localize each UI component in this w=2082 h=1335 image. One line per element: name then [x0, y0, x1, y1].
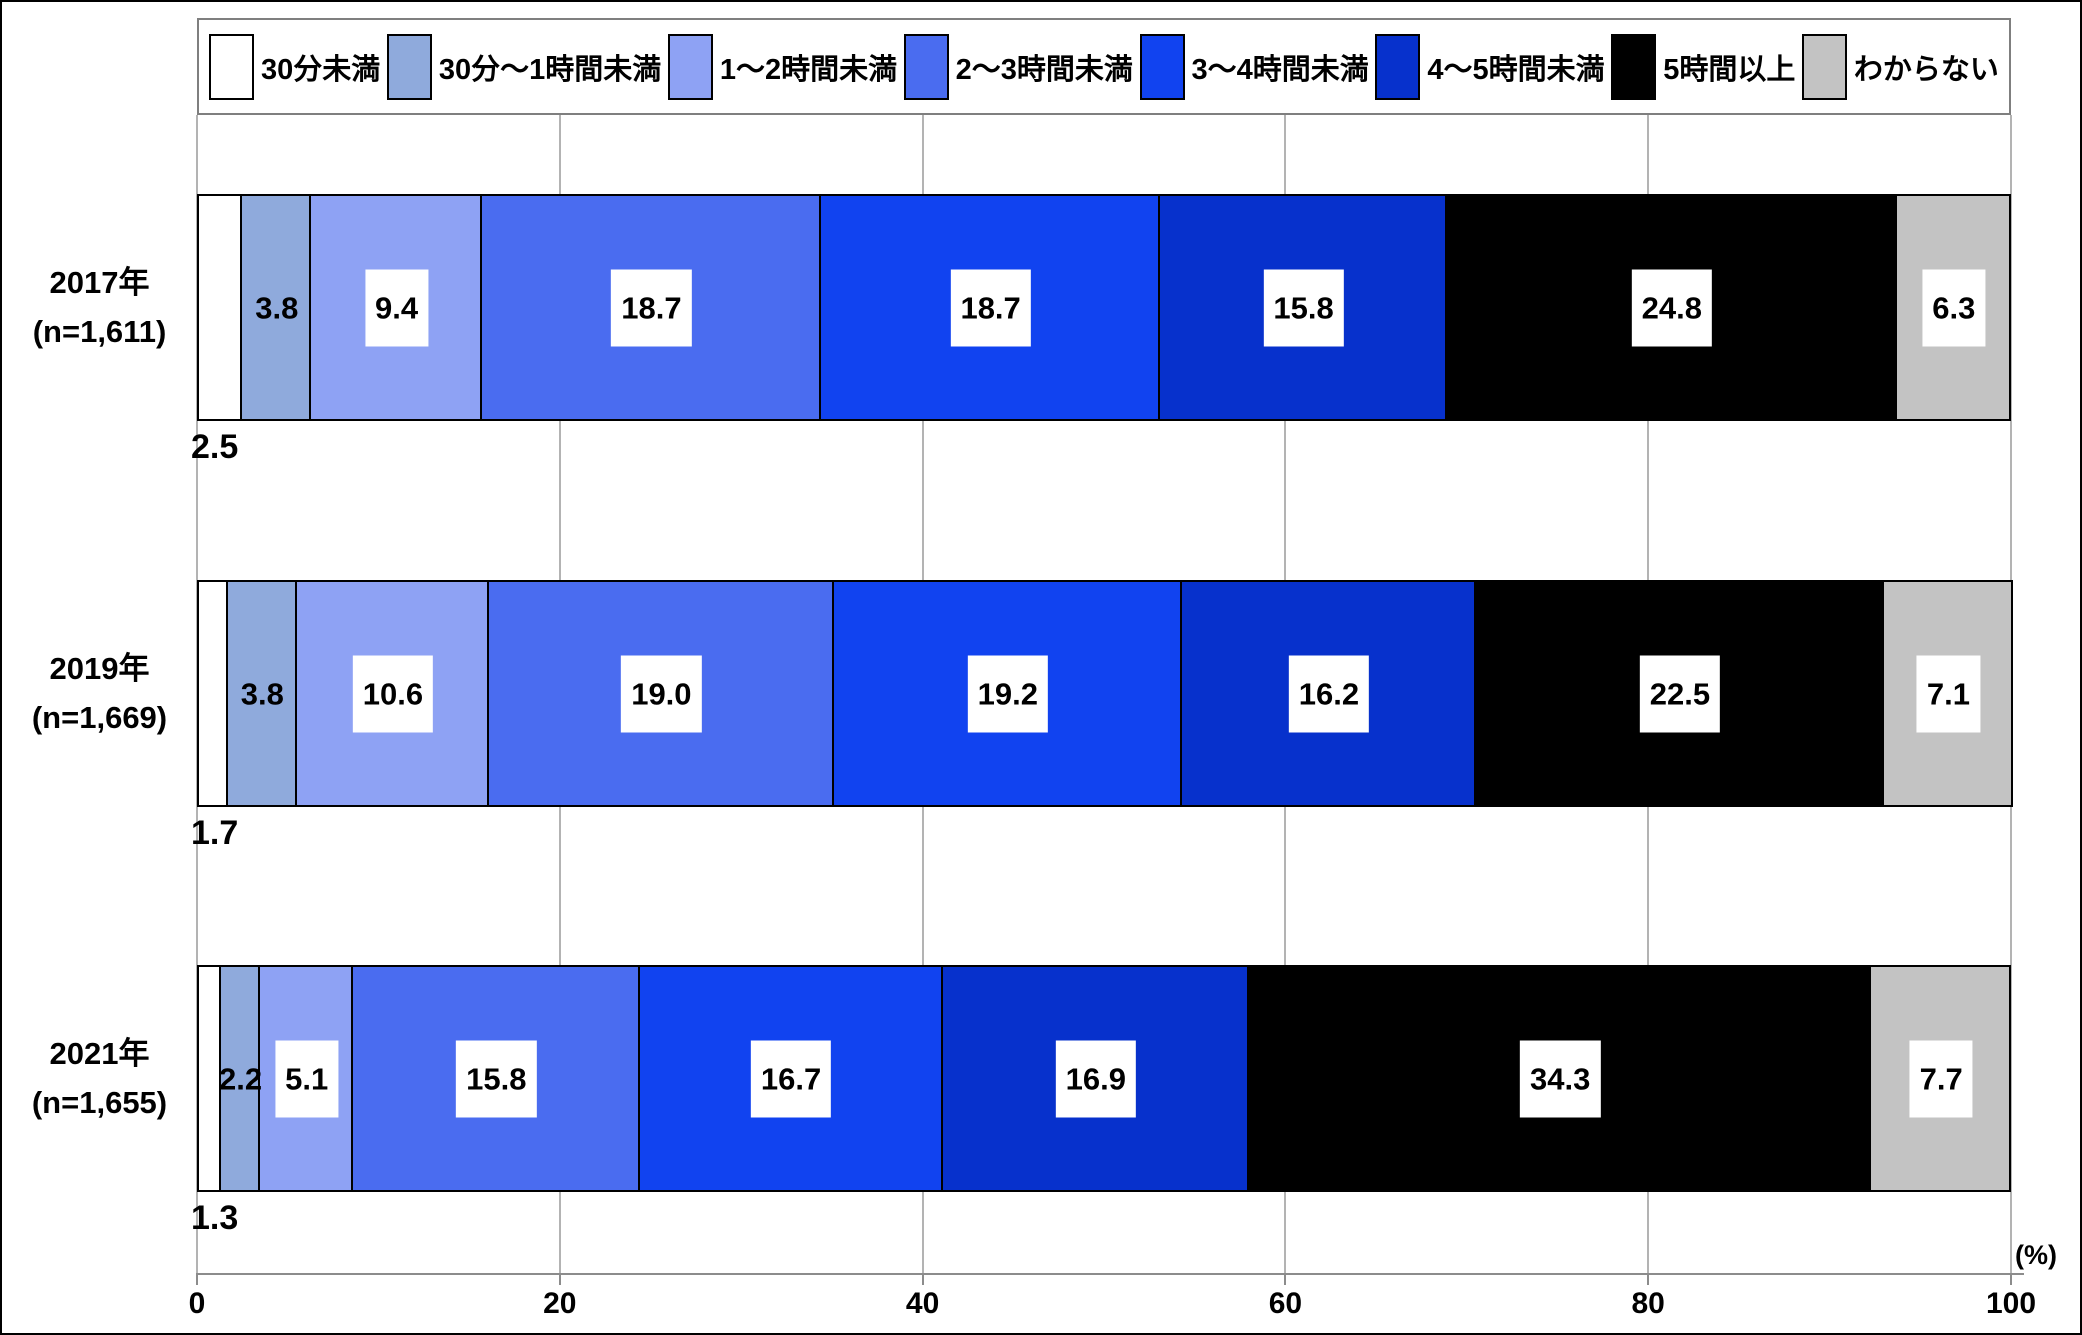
legend-label: 2〜3時間未満 [955, 53, 1133, 86]
segment-value-label: 19.0 [621, 655, 702, 732]
legend-swatch [667, 33, 713, 100]
bar-segment [197, 580, 228, 807]
legend-item: 3〜4時間未満 [1139, 33, 1369, 100]
segment-value-label: 3.8 [240, 676, 284, 711]
below-bar-value-label: 2.5 [191, 428, 239, 466]
legend-item: 4〜5時間未満 [1375, 33, 1605, 100]
legend-label: 5時間以上 [1663, 53, 1796, 86]
x-axis-tick [1647, 1273, 1650, 1285]
segment-value-label: 16.9 [1055, 1040, 1136, 1117]
x-axis-tick-label: 60 [1268, 1287, 1303, 1320]
x-axis-tick [2010, 1273, 2012, 1285]
legend-item: 1〜2時間未満 [667, 33, 898, 100]
x-axis-tick [1284, 1273, 1287, 1285]
legend-swatch [386, 33, 432, 100]
x-axis-tick-label: 40 [905, 1287, 940, 1320]
bar-segment [242, 194, 312, 421]
row-label: 2017年 (n=1,611) [2, 194, 197, 421]
legend-label: 30分未満 [261, 53, 381, 86]
legend-label: 3〜4時間未満 [1191, 53, 1369, 86]
bar-row: 1.7 3.8 10.6 19.0 19.2 16.2 22.5 7.1 [191, 580, 2013, 850]
row-label-n: (n=1,611) [32, 313, 167, 349]
x-axis-line [196, 1273, 2024, 1275]
legend-label: 1〜2時間未満 [719, 53, 898, 86]
row-label: 2019年 (n=1,669) [2, 580, 197, 807]
bar-segment [220, 965, 261, 1192]
x-axis-tick-label: 0 [188, 1287, 206, 1320]
legend-item: 5時間以上 [1611, 33, 1796, 100]
legend-swatch [209, 33, 254, 100]
segment-value-label: 2.2 [218, 1061, 263, 1096]
segment-value-label: 24.8 [1631, 269, 1712, 346]
segment-value-label: 10.6 [352, 655, 434, 732]
below-bar-value-label: 1.3 [191, 1199, 239, 1237]
row-label-year: 2021年 [49, 1036, 150, 1072]
x-axis-tick [196, 1273, 198, 1285]
legend-swatch [1139, 33, 1185, 100]
bar-segment [197, 965, 221, 1192]
legend: 30分未満 30分〜1時間未満 1〜2時間未満 2〜3時間未満 3〜4時間未満 4〜5時間… [197, 18, 2011, 115]
row-label-n: (n=1,669) [31, 699, 168, 735]
segment-value-label: 6.3 [1922, 269, 1986, 346]
bar-segment [197, 194, 243, 421]
legend-item: わからない [1801, 33, 1999, 100]
bar-segment [227, 580, 297, 807]
row-label-year: 2017年 [49, 265, 150, 301]
x-axis-tick [921, 1273, 924, 1285]
segment-value-label: 34.3 [1520, 1040, 1601, 1117]
axis-unit-label: (%) [2015, 1240, 2057, 1270]
x-axis-tick-label: 20 [543, 1287, 577, 1320]
legend-swatch [1801, 33, 1847, 100]
legend-item: 2〜3時間未満 [903, 33, 1133, 100]
row-label: 2021年 (n=1,655) [2, 965, 197, 1192]
legend-label: 4〜5時間未満 [1427, 53, 1605, 86]
segment-value-label: 18.7 [950, 269, 1031, 346]
x-axis-tick [558, 1273, 561, 1285]
bar-row: 1.3 2.2 5.1 15.8 16.7 16.9 34.3 7.7 [191, 965, 2011, 1235]
row-label-n: (n=1,655) [31, 1084, 168, 1120]
legend-swatch [903, 33, 949, 100]
segment-value-label: 18.7 [611, 269, 692, 346]
bar-row: 2.5 3.8 9.4 18.7 18.7 15.8 24.8 6.3 [191, 194, 2011, 464]
legend-swatch [1611, 33, 1657, 100]
x-axis-tick-label: 80 [1631, 1287, 1665, 1320]
segment-value-label: 5.1 [275, 1040, 339, 1117]
legend-label: わからない [1853, 53, 1999, 86]
segment-value-label: 19.2 [967, 655, 1049, 732]
segment-value-label: 15.8 [1263, 269, 1344, 346]
x-axis-tick-label: 100 [1985, 1287, 2037, 1320]
below-bar-value-label: 1.7 [191, 814, 239, 852]
segment-value-label: 7.1 [1916, 655, 1980, 732]
segment-value-label: 22.5 [1639, 655, 1721, 732]
segment-value-label: 7.7 [1909, 1040, 1973, 1117]
legend-swatch [1375, 33, 1421, 100]
legend-label: 30分〜1時間未満 [438, 53, 662, 86]
segment-value-label: 9.4 [364, 269, 429, 346]
legend-item: 30分〜1時間未満 [386, 33, 662, 100]
segment-value-label: 15.8 [456, 1040, 537, 1117]
segment-value-label: 16.2 [1288, 655, 1370, 732]
segment-value-label: 16.7 [750, 1040, 832, 1117]
row-label-year: 2019年 [49, 651, 150, 687]
segment-value-label: 3.8 [255, 290, 299, 325]
legend-item: 30分未満 [209, 33, 381, 100]
